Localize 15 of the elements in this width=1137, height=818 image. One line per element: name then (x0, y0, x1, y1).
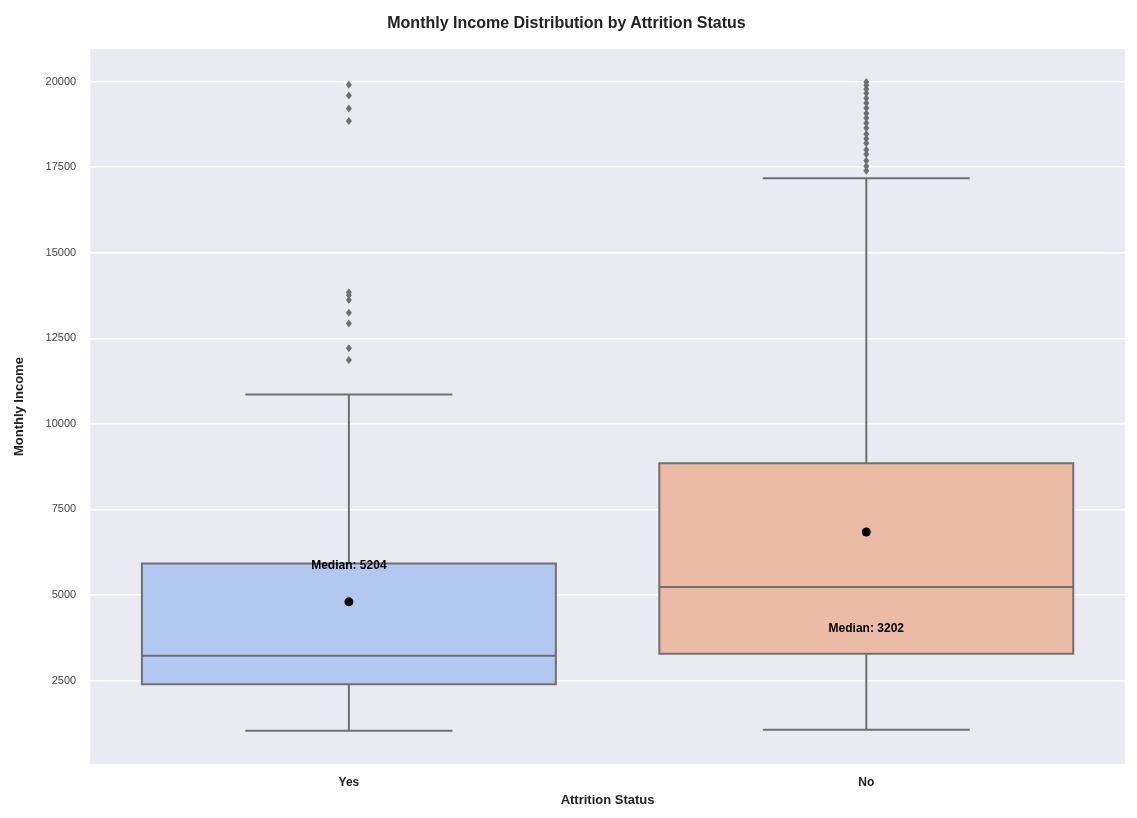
annotation: Median: 5204 (311, 557, 387, 572)
y-tick-label: 12500 (45, 331, 77, 344)
x-axis-title: Attrition Status (560, 791, 655, 807)
x-tick-label: No (858, 774, 875, 789)
y-tick-label: 7500 (51, 502, 77, 515)
y-tick-label: 17500 (45, 160, 77, 173)
y-tick-label: 15000 (45, 245, 77, 258)
annotation: Median: 3202 (828, 620, 905, 635)
chart-title: Monthly Income Distribution by Attrition Status (387, 14, 746, 32)
y-tick-label: 20000 (45, 74, 77, 87)
y-tick-label: 2500 (51, 673, 77, 686)
y-tick-label: 10000 (45, 416, 77, 429)
y-tick-label: 5000 (51, 588, 77, 600)
y-axis-title: Monthly Income (11, 357, 27, 457)
x-tick-label: Yes (338, 774, 360, 789)
